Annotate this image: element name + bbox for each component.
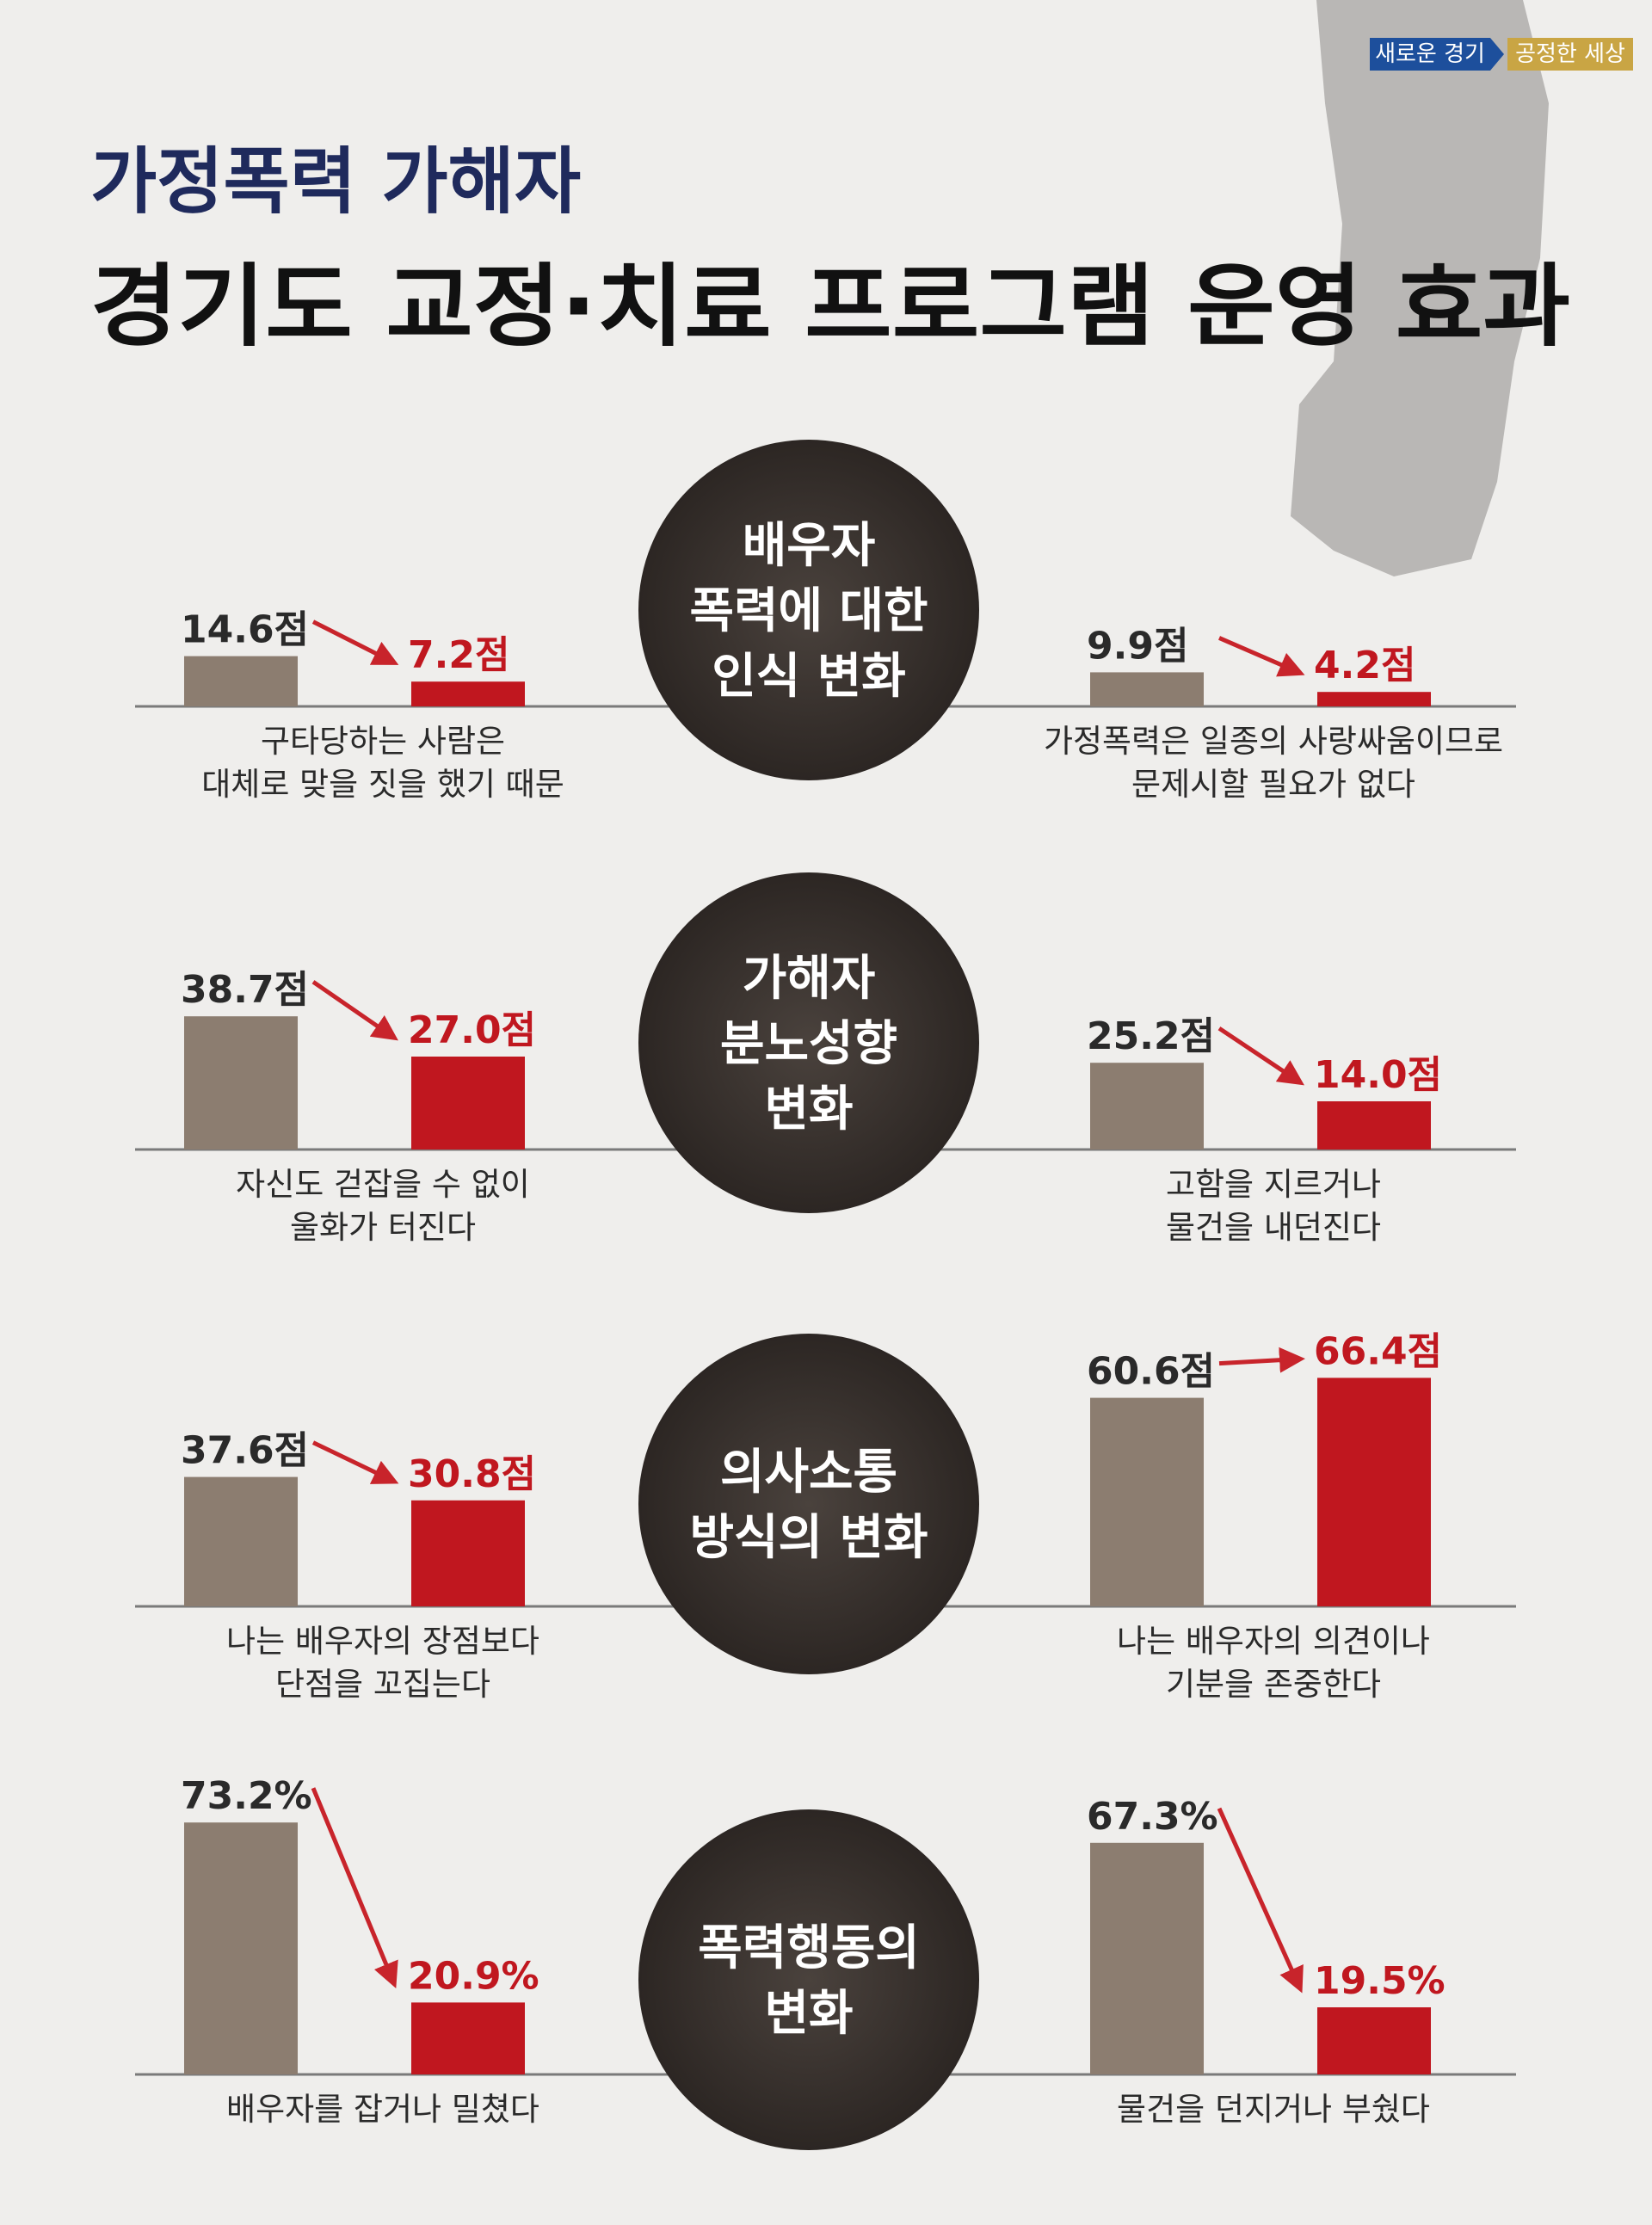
caption: 대체로 맞을 짓을 했기 때문 bbox=[201, 766, 564, 803]
bar bbox=[1090, 1842, 1204, 2074]
bar bbox=[184, 1016, 298, 1149]
bar bbox=[411, 681, 525, 706]
topic-label: 인식 변화 bbox=[712, 649, 906, 705]
bar bbox=[184, 1822, 298, 2074]
value-label: 20.9% bbox=[408, 1954, 539, 1998]
badge-left-bg bbox=[1370, 38, 1490, 71]
trend-arrow bbox=[1218, 636, 1305, 677]
value-label: 14.6점 bbox=[181, 608, 309, 652]
badge-right-bg bbox=[1507, 38, 1633, 71]
bar bbox=[1090, 672, 1204, 706]
topic-label: 폭력에 대한 bbox=[689, 583, 928, 639]
value-label: 66.4점 bbox=[1314, 1329, 1442, 1373]
value-label: 7.2점 bbox=[408, 633, 509, 677]
topic-label: 분노성향 bbox=[720, 1016, 897, 1072]
trend-arrow bbox=[311, 1787, 398, 1988]
topic-label: 방식의 변화 bbox=[689, 1510, 928, 1566]
caption: 나는 배우자의 의견이나 bbox=[1117, 1623, 1430, 1660]
caption: 단점을 꼬집는다 bbox=[275, 1666, 490, 1703]
bar bbox=[184, 1476, 298, 1606]
value-label: 14.0점 bbox=[1314, 1053, 1442, 1097]
caption: 구타당하는 사람은 bbox=[261, 723, 505, 760]
topic-label: 변화 bbox=[764, 1986, 853, 2042]
caption: 울화가 터진다 bbox=[290, 1209, 476, 1246]
subtitle: 가정폭력 가해자 bbox=[90, 139, 581, 224]
value-label: 4.2점 bbox=[1314, 644, 1415, 687]
bar bbox=[1317, 692, 1431, 706]
bar bbox=[1317, 1378, 1431, 1606]
topic-label: 폭력행동의 bbox=[698, 1920, 920, 1976]
value-label: 67.3% bbox=[1087, 1795, 1218, 1839]
topic-circle bbox=[638, 440, 979, 780]
caption: 문제시할 필요가 없다 bbox=[1131, 766, 1415, 803]
value-label: 9.9점 bbox=[1087, 624, 1188, 668]
value-label: 25.2점 bbox=[1087, 1014, 1215, 1058]
trend-arrow bbox=[311, 619, 399, 665]
caption: 가정폭력은 일종의 사랑싸움이므로 bbox=[1044, 723, 1503, 760]
caption: 자신도 걷잡을 수 없이 bbox=[236, 1166, 530, 1203]
value-label: 19.5% bbox=[1314, 1959, 1446, 2003]
bar bbox=[1317, 1101, 1431, 1149]
caption: 나는 배우자의 장점보다 bbox=[226, 1623, 539, 1660]
value-label: 30.8점 bbox=[408, 1452, 536, 1496]
value-label: 27.0점 bbox=[408, 1008, 536, 1052]
trend-arrow bbox=[311, 980, 398, 1041]
topic-label: 변화 bbox=[764, 1082, 853, 1137]
bar bbox=[184, 656, 298, 706]
value-label: 73.2% bbox=[181, 1774, 312, 1818]
bar bbox=[1317, 2007, 1431, 2074]
topic-label: 가해자 bbox=[743, 951, 876, 1007]
topic-circle bbox=[638, 1809, 979, 2150]
bar bbox=[411, 1057, 525, 1149]
fist-silhouette bbox=[1291, 0, 1549, 576]
topic-label: 의사소통 bbox=[720, 1445, 897, 1501]
trend-arrow bbox=[1217, 1807, 1304, 1994]
bar bbox=[1090, 1397, 1204, 1606]
badge-left: 새로운 경기 bbox=[1375, 41, 1485, 67]
badge-arrow bbox=[1490, 38, 1504, 71]
caption: 기분을 존중한다 bbox=[1166, 1666, 1381, 1703]
bar bbox=[411, 1500, 525, 1606]
topic-circle bbox=[638, 1334, 979, 1674]
topic-label: 배우자 bbox=[743, 518, 876, 574]
bar bbox=[1090, 1063, 1204, 1149]
caption: 고함을 지르거나 bbox=[1166, 1166, 1381, 1203]
badge-right: 공정한 세상 bbox=[1515, 41, 1625, 67]
value-label: 60.6점 bbox=[1087, 1350, 1215, 1394]
caption: 물건을 던지거나 부쉈다 bbox=[1117, 2091, 1430, 2128]
trend-arrow bbox=[311, 1440, 399, 1484]
trend-arrow bbox=[1218, 1347, 1305, 1373]
topic-circle bbox=[638, 872, 979, 1213]
bar bbox=[411, 2002, 525, 2074]
value-label: 37.6점 bbox=[181, 1429, 309, 1473]
title: 경기도 교정·치료 프로그램 운영 효과 bbox=[90, 254, 1570, 359]
value-label: 38.7점 bbox=[181, 968, 309, 1012]
caption: 물건을 내던진다 bbox=[1166, 1209, 1381, 1246]
trend-arrow bbox=[1217, 1026, 1304, 1086]
caption: 배우자를 잡거나 밀쳤다 bbox=[226, 2091, 539, 2128]
